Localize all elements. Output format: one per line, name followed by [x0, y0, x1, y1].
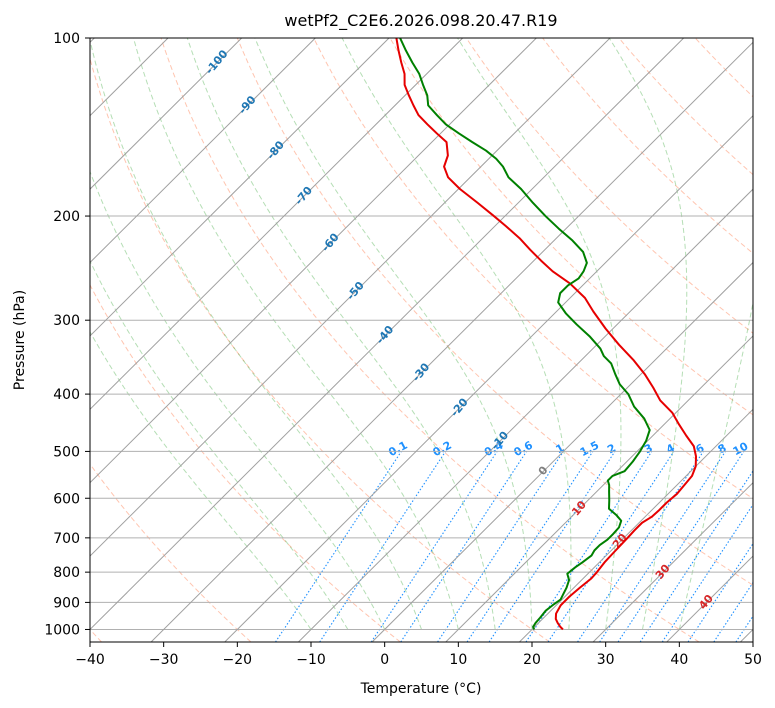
moist-adiabat-line	[186, 38, 496, 630]
moist-adiabat-line	[90, 330, 312, 630]
moist-adiabat-line	[90, 38, 422, 630]
x-axis-label: Temperature (°C)	[360, 681, 482, 697]
mixing-ratio-line	[370, 451, 498, 642]
x-tick-label: 40	[670, 652, 688, 668]
isotherm-line	[90, 38, 685, 631]
x-tick-label: −30	[149, 652, 179, 668]
x-tick-label: 50	[744, 652, 762, 668]
isotherm-line	[445, 335, 753, 642]
isotherm-line	[90, 38, 390, 337]
mixing-ratio-line	[577, 451, 704, 642]
y-tick-label: 1000	[44, 622, 80, 638]
mixing-ratio-line	[437, 451, 564, 642]
y-tick-label: 700	[53, 531, 80, 547]
y-tick-label: 200	[53, 209, 80, 225]
y-tick-label: 900	[53, 595, 80, 611]
moist-adiabat-line	[341, 38, 572, 630]
dry-adiabats	[90, 38, 753, 642]
isotherm-line	[519, 408, 753, 642]
mixing-ratio-line	[547, 451, 675, 642]
isotherm-line	[371, 261, 753, 642]
temperature-line	[395, 38, 698, 631]
x-tick-label: 30	[597, 652, 615, 668]
x-tick-label: 10	[449, 652, 467, 668]
isotherm-line	[90, 38, 316, 264]
mixing-ratio-line	[617, 451, 745, 642]
moist-adiabat-line	[90, 259, 349, 630]
mixing-ratio-line	[639, 470, 753, 642]
x-tick-label: −40	[75, 652, 105, 668]
mixing-ratio-line	[525, 451, 653, 642]
y-tick-label: 400	[53, 387, 80, 403]
dry-adiabat-line	[90, 283, 401, 642]
moist-adiabat-line	[254, 38, 533, 630]
pressure-grid	[90, 38, 753, 630]
moist-adiabat-line	[90, 170, 386, 630]
dry-adiabat-line	[313, 38, 753, 500]
x-tick-label: −20	[223, 652, 253, 668]
isotherm-line	[224, 115, 753, 642]
dry-adiabat-line	[465, 38, 753, 334]
axes: −40 −30 −20 −10 0 10 20 30 40 50 100 200 300 400 500 60…	[44, 31, 762, 668]
moist-adiabat-line	[678, 300, 753, 630]
dry-adiabat-line	[236, 38, 753, 586]
y-tick-label: 600	[53, 491, 80, 507]
plot-frame	[89, 37, 754, 643]
y-tick-label: 500	[53, 444, 80, 460]
y-tick-label: 800	[53, 565, 80, 581]
moist-adiabat-line	[457, 38, 622, 630]
profile-series	[395, 38, 698, 631]
x-tick-label: 0	[380, 652, 389, 668]
mixing-ratio-line	[488, 451, 616, 642]
x-tick-label: 20	[523, 652, 541, 668]
mixing-ratio-line	[319, 451, 446, 642]
dry-adiabat-line	[90, 463, 252, 642]
mixing-ratio-line	[466, 451, 594, 642]
isotherm-line	[592, 481, 753, 642]
mixing-ratio-line	[400, 451, 528, 642]
isotherms	[90, 38, 753, 642]
mixing-ratio-line	[275, 451, 402, 642]
moist-adiabat-line	[608, 38, 688, 630]
mixing-ratio-label: 10	[731, 439, 751, 458]
isotherm-line	[90, 38, 537, 484]
y-tick-label: 300	[53, 313, 80, 329]
chart-title: wetPf2_C2E6.2026.098.20.47.R19	[284, 11, 557, 31]
dry-adiabat-line	[160, 38, 700, 642]
dewpoint-line	[399, 38, 651, 630]
mixing-ratio-line	[599, 451, 726, 642]
isotherm-line	[90, 38, 243, 190]
x-tick-label: −10	[296, 652, 326, 668]
y-axis-label: Pressure (hPa)	[12, 290, 28, 390]
isotherm-line	[90, 38, 464, 410]
dry-adiabat-line	[389, 38, 753, 416]
isotherm-line	[298, 188, 753, 642]
isotherm-line	[150, 41, 753, 642]
y-tick-label: 100	[53, 31, 80, 47]
isotherm-line	[90, 38, 611, 557]
